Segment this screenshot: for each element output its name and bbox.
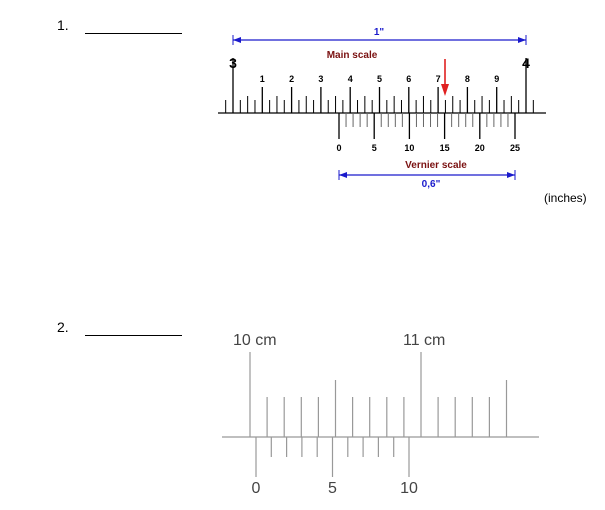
main-scale-number: 4 [348, 74, 353, 84]
bottom-dimension-arrow-right [507, 172, 515, 178]
main-scale-number: 5 [377, 74, 382, 84]
vernier-scale-number: 10 [404, 143, 414, 153]
main-scale-number: 1 [260, 74, 265, 84]
question-1-number: 1. [57, 17, 69, 33]
main-scale-number: 7 [436, 74, 441, 84]
diagram-2: 10 cm 11 cm 0 5 10 [222, 332, 539, 497]
units-note: (inches) [544, 191, 587, 205]
bottom-dimension-arrow-left [339, 172, 347, 178]
metric-vernier-number: 10 [400, 480, 418, 497]
vernier-scale-number: 20 [475, 143, 485, 153]
top-dimension-label: 1" [374, 27, 385, 38]
main-scale-number: 6 [406, 74, 411, 84]
bottom-dimension-label: 0,6" [422, 179, 441, 190]
vernier-scale-number: 5 [372, 143, 377, 153]
main-scale-label-10cm: 10 cm [233, 332, 277, 349]
question-2-number: 2. [57, 319, 69, 335]
vernier-scale-number: 15 [440, 143, 450, 153]
top-dimension-arrow-right [518, 37, 526, 43]
metric-vernier-number: 5 [328, 480, 337, 497]
main-scale-number: 3 [318, 74, 323, 84]
vernier-scale-title: Vernier scale [405, 160, 467, 171]
vernier-scale-number: 0 [336, 143, 341, 153]
main-scale-number: 2 [289, 74, 294, 84]
main-scale-number: 8 [465, 74, 470, 84]
main-scale-label-11cm: 11 cm [403, 332, 445, 349]
question-2-answer-blank[interactable] [85, 335, 182, 336]
main-scale-number: 9 [494, 74, 499, 84]
top-dimension-arrow-left [233, 37, 241, 43]
main-scale-title: Main scale [327, 50, 378, 61]
vernier-scale-number: 25 [510, 143, 520, 153]
indicator-arrow-head [441, 84, 449, 96]
question-1-answer-blank[interactable] [85, 33, 182, 34]
metric-vernier-number: 0 [252, 480, 261, 497]
